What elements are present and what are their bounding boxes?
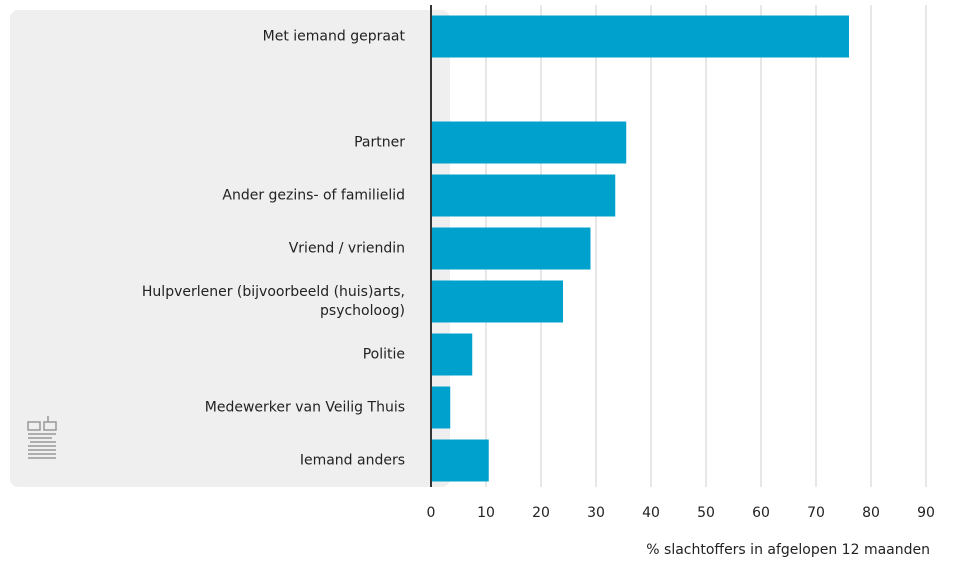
y-tick-label: Medewerker van Veilig Thuis <box>205 400 405 416</box>
bar <box>431 227 591 270</box>
bar <box>431 386 451 429</box>
y-tick-label: Iemand anders <box>300 453 405 469</box>
y-tick-label: Vriend / vriendin <box>289 241 405 257</box>
x-tick-label: 90 <box>917 505 935 521</box>
cbs-logo <box>27 416 57 459</box>
bar <box>431 174 616 217</box>
x-tick-label: 40 <box>642 505 660 521</box>
x-tick-label: 20 <box>532 505 550 521</box>
x-tick-label: 50 <box>697 505 715 521</box>
x-tick-label: 60 <box>752 505 770 521</box>
x-tick-label: 30 <box>587 505 605 521</box>
x-tick-label: 80 <box>862 505 880 521</box>
label-panel <box>10 10 450 487</box>
y-tick-label: Met iemand gepraat <box>263 29 406 45</box>
y-tick-label: Hulpverlener (bijvoorbeeld (huis)arts, ps… <box>142 284 405 319</box>
y-tick-label: Ander gezins- of familielid <box>222 188 405 204</box>
x-axis-label: % slachtoffers in afgelopen 12 maanden <box>646 542 930 558</box>
bar <box>431 121 627 164</box>
bar <box>431 15 849 58</box>
y-tick-label: Politie <box>363 347 405 363</box>
bar <box>431 439 489 482</box>
bar <box>431 333 473 376</box>
x-tick-label: 0 <box>427 505 436 521</box>
x-tick-label: 70 <box>807 505 825 521</box>
x-tick-label: 10 <box>477 505 495 521</box>
y-tick-label: Partner <box>354 135 405 151</box>
bar <box>431 280 563 323</box>
